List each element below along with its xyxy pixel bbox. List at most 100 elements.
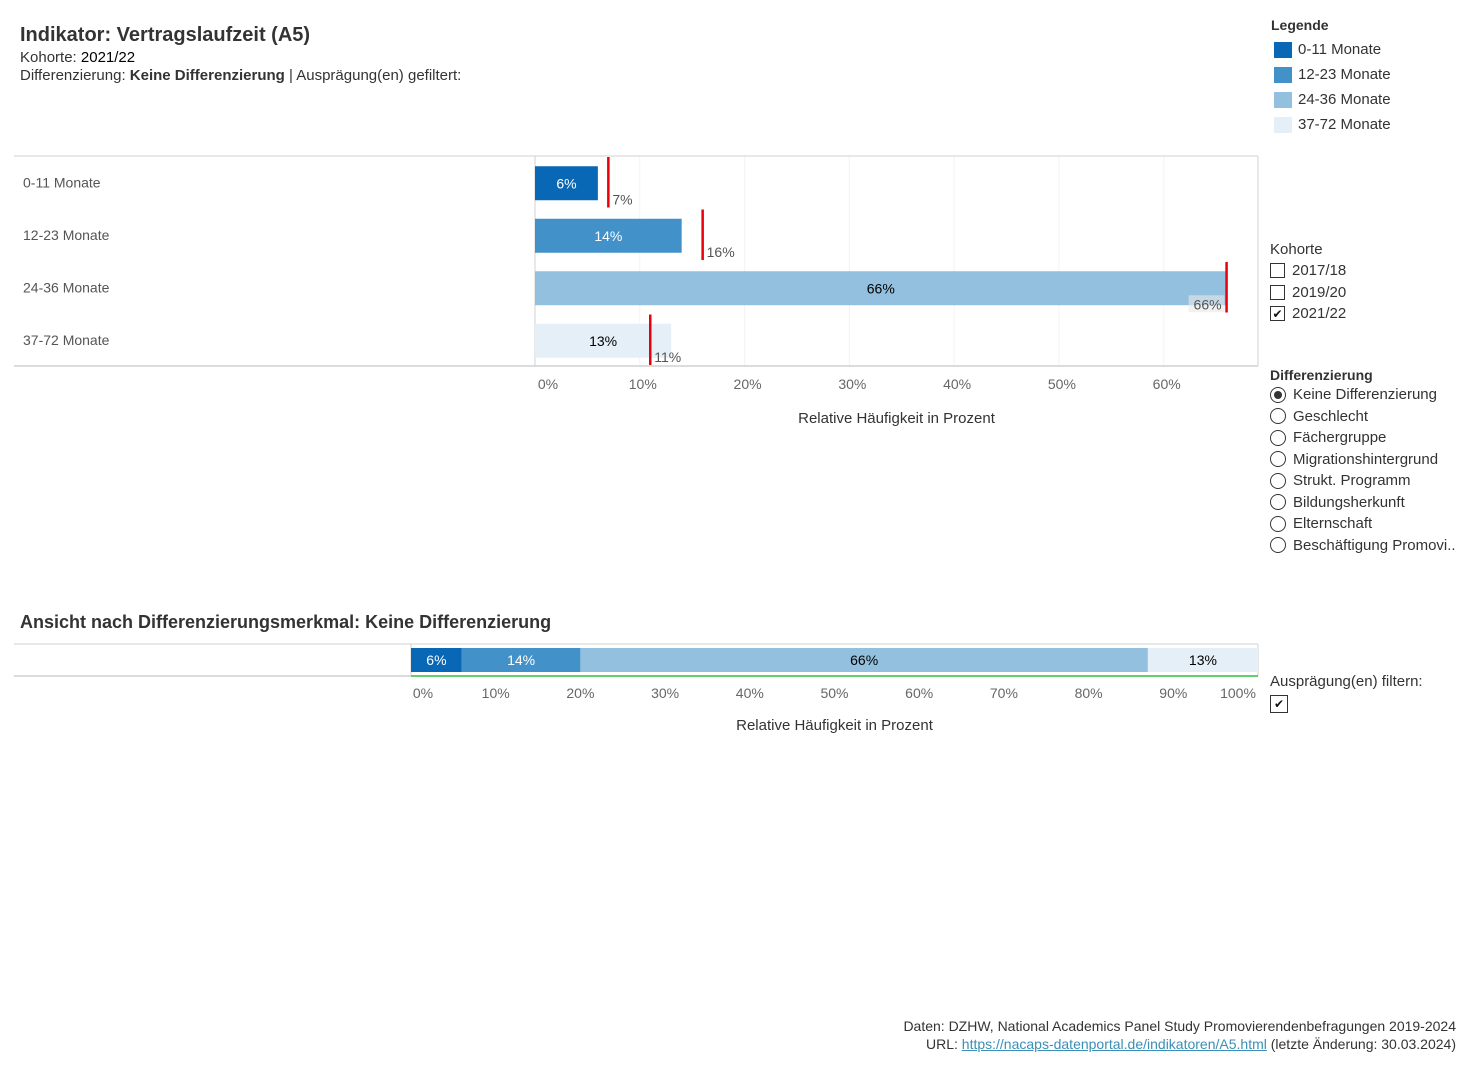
radio[interactable] — [1270, 451, 1286, 468]
legend-label: 12-23 Monate — [1298, 66, 1391, 83]
legend-swatch — [1274, 116, 1292, 133]
checkbox[interactable] — [1270, 284, 1285, 300]
diff-option-bildungsherkunft[interactable]: Bildungsherkunft — [1270, 492, 1456, 514]
bar — [535, 218, 682, 253]
radio-selected[interactable] — [1270, 386, 1286, 403]
bar-value-label: 66% — [867, 280, 895, 296]
kohorte-option-label: 2019/20 — [1292, 283, 1347, 301]
x-tick-label: 10% — [629, 376, 657, 392]
footer-url-link[interactable]: https://nacaps-datenportal.de/indikatore… — [961, 1036, 1267, 1052]
diff-subtitle-label: Differenzierung: — [20, 67, 126, 84]
kohorte-option-2017-18[interactable]: 2017/18 — [1270, 260, 1346, 282]
x-tick-label: 0% — [413, 685, 433, 701]
x-tick-label: 10% — [482, 685, 510, 701]
x-tick-label: 60% — [1153, 376, 1181, 392]
reference-label: 7% — [612, 191, 632, 207]
legend-item[interactable]: 37-72 Monate — [1271, 112, 1391, 137]
checkmark-icon: ✔ — [1273, 696, 1285, 711]
diff-filter-title: Differenzierung — [1270, 367, 1373, 383]
x-tick-label: 40% — [943, 376, 971, 392]
category-label: 24-36 Monate — [23, 279, 110, 295]
differenzierung-subtitle: Differenzierung: Keine Differenzierung |… — [20, 67, 461, 84]
bar-value-label: 6% — [556, 175, 576, 191]
section2-title: Ansicht nach Differenzierungsmerkmal: Ke… — [20, 612, 552, 632]
diff-subtitle-suffix: | Ausprägung(en) gefiltert: — [289, 67, 462, 84]
reference-label: 16% — [707, 244, 735, 260]
diff-option-label: Geschlecht — [1293, 407, 1369, 425]
diff-option-faechergruppe[interactable]: Fächergruppe — [1270, 427, 1456, 449]
radio[interactable] — [1270, 494, 1286, 511]
legend-label: 37-72 Monate — [1298, 116, 1391, 133]
radio[interactable] — [1270, 515, 1286, 532]
page-title: Indikator: Vertragslaufzeit (A5) — [20, 24, 311, 46]
diff-option-geschlecht[interactable]: Geschlecht — [1270, 406, 1456, 428]
checkmark-icon: ✔ — [1272, 306, 1283, 321]
checkbox[interactable] — [1270, 263, 1285, 279]
segment-value-label: 14% — [507, 652, 535, 668]
x-tick-label: 0% — [538, 376, 558, 392]
auspraegung-filter-checkbox-row[interactable]: ✔ — [1270, 693, 1423, 715]
x-tick-label: 40% — [736, 685, 764, 701]
diff-option-label: Strukt. Programm — [1293, 472, 1411, 490]
kohorte-option-2021-22[interactable]: ✔ 2021/22 — [1270, 303, 1346, 325]
footer-url-line: URL: https://nacaps-datenportal.de/indik… — [903, 1035, 1456, 1053]
radio[interactable] — [1270, 537, 1286, 554]
stacked-segment — [1147, 648, 1258, 672]
category-label: 37-72 Monate — [23, 332, 110, 348]
x-tick-label: 80% — [1075, 685, 1103, 701]
radio-dot-icon — [1274, 390, 1282, 399]
kohorte-option-label: 2021/22 — [1292, 305, 1347, 323]
diff-option-keine[interactable]: Keine Differenzierung — [1270, 384, 1456, 406]
checkbox-checked[interactable]: ✔ — [1270, 694, 1288, 713]
auspraegung-filter-title: Ausprägung(en) filtern: — [1270, 673, 1423, 690]
stacked-segment — [461, 648, 581, 672]
kohorte-option-label: 2017/18 — [1292, 262, 1347, 280]
kohorte-subtitle: Kohorte: 2021/22 — [20, 49, 135, 66]
diff-subtitle-value: Keine Differenzierung — [129, 67, 285, 84]
differenzierung-filter: Differenzierung Keine Differenzierung Ge… — [1270, 367, 1456, 556]
x-tick-label: 90% — [1159, 685, 1187, 701]
auspraegung-filter: Ausprägung(en) filtern: ✔ — [1270, 673, 1423, 715]
x-tick-label: 30% — [651, 685, 679, 701]
kohorte-option-2019-20[interactable]: 2019/20 — [1270, 282, 1346, 304]
diff-option-label: Beschäftigung Promovi.. — [1293, 536, 1456, 554]
reference-label-bg — [1188, 295, 1225, 313]
x-tick-label: 50% — [820, 685, 848, 701]
bar — [535, 271, 1227, 306]
bar — [535, 166, 598, 201]
diff-option-elternschaft[interactable]: Elternschaft — [1270, 513, 1456, 535]
segment-value-label: 13% — [1189, 652, 1217, 668]
x-tick-label: 30% — [838, 376, 866, 392]
footer: Daten: DZHW, National Academics Panel St… — [903, 1017, 1456, 1053]
reference-label: 66% — [1194, 296, 1222, 312]
kohorte-filter: Kohorte 2017/18 2019/20 ✔ 2021/22 — [1270, 241, 1346, 325]
diff-option-label: Bildungsherkunft — [1293, 493, 1405, 511]
checkbox-checked[interactable]: ✔ — [1270, 306, 1285, 322]
bar — [535, 323, 672, 358]
legend-swatch — [1274, 91, 1292, 108]
radio[interactable] — [1270, 408, 1286, 425]
legend-item[interactable]: 24-36 Monate — [1271, 87, 1391, 112]
bar-value-label: 13% — [589, 333, 617, 349]
x-tick-label: 20% — [734, 376, 762, 392]
legend-item[interactable]: 12-23 Monate — [1271, 62, 1391, 87]
diff-option-label: Keine Differenzierung — [1293, 386, 1437, 404]
kohorte-filter-title: Kohorte — [1270, 241, 1323, 258]
x-tick-label: 60% — [905, 685, 933, 701]
radio[interactable] — [1270, 429, 1286, 446]
kohorte-subtitle-value: 2021/22 — [80, 49, 136, 66]
kohorte-subtitle-label: Kohorte: — [20, 49, 77, 66]
footer-url-label: URL: — [925, 1036, 958, 1052]
legend-item[interactable]: 0-11 Monate — [1271, 37, 1391, 62]
footer-url-suffix: (letzte Änderung: 30.03.2024) — [1270, 1036, 1456, 1052]
diff-option-beschaeftigung[interactable]: Beschäftigung Promovi.. — [1270, 535, 1456, 557]
diff-option-label: Migrationshintergrund — [1293, 450, 1439, 468]
diff-option-migrationshintergrund[interactable]: Migrationshintergrund — [1270, 449, 1456, 471]
radio[interactable] — [1270, 472, 1286, 489]
segment-value-label: 66% — [850, 652, 878, 668]
segment-value-label: 6% — [426, 652, 446, 668]
x-tick-label: 70% — [990, 685, 1018, 701]
legend-swatch — [1274, 66, 1292, 83]
category-label: 12-23 Monate — [23, 227, 110, 243]
diff-option-strukt-programm[interactable]: Strukt. Programm — [1270, 470, 1456, 492]
